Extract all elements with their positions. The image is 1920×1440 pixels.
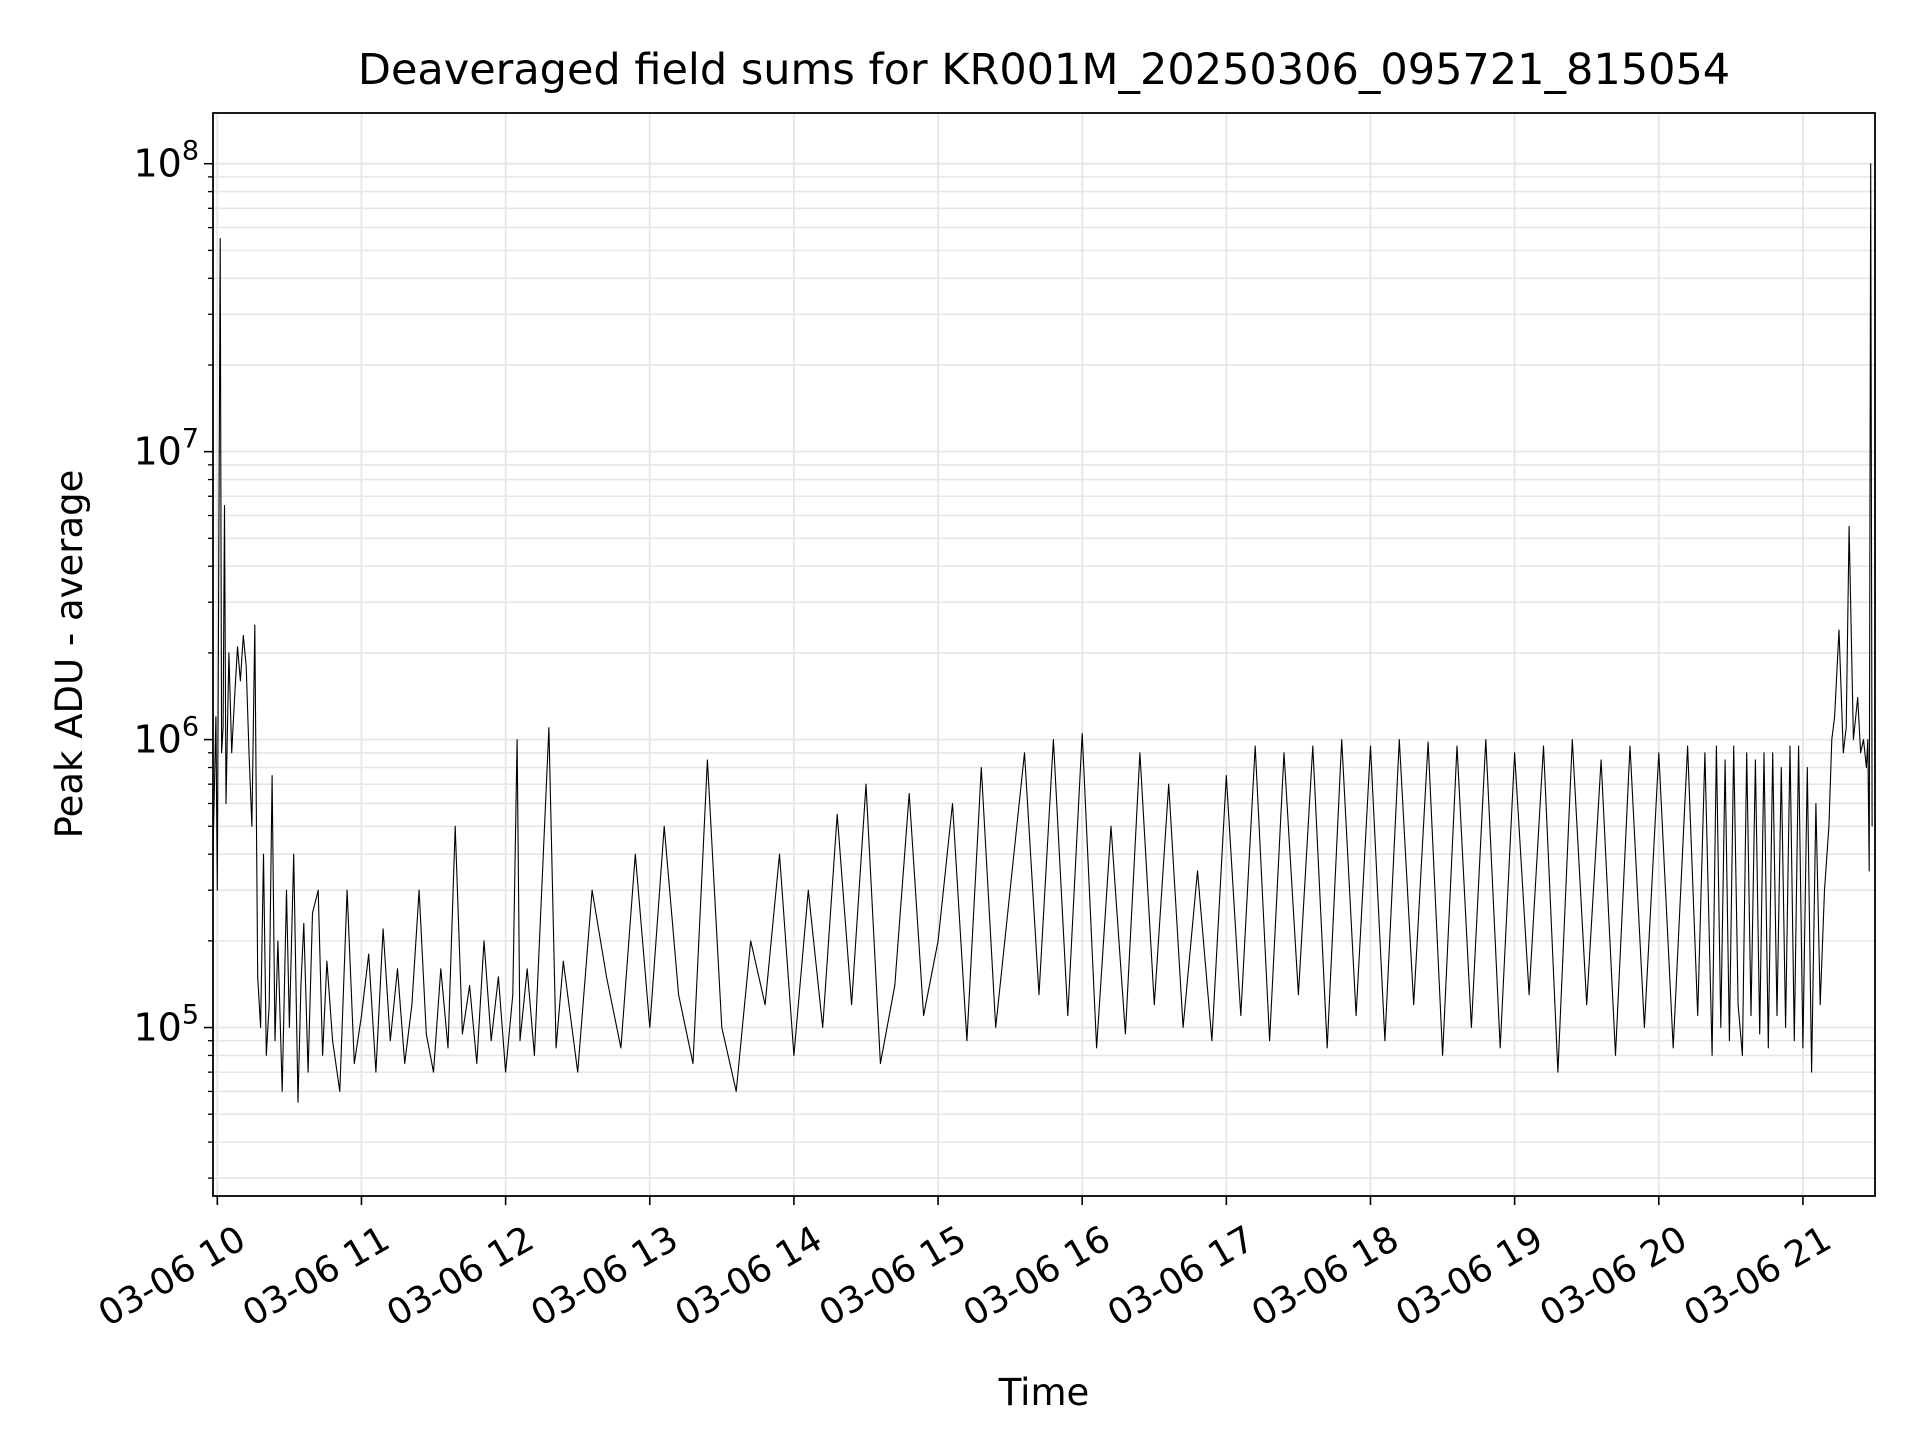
y-tick-label: 106	[133, 712, 199, 762]
y-axis-label: Peak ADU - average	[48, 470, 91, 839]
chart-title: Deaveraged field sums for KR001M_2025030…	[358, 45, 1730, 95]
y-tick-label: 105	[133, 1000, 199, 1050]
axes-frame	[212, 112, 1876, 1197]
y-tick-label: 107	[133, 424, 199, 474]
x-axis-label: Time	[998, 1371, 1090, 1414]
y-tick-label: 108	[133, 136, 199, 186]
series-line	[212, 163, 1873, 1103]
plot-area	[212, 163, 1873, 1103]
y-axis-ticks: 105 106 107 108	[133, 136, 213, 1050]
